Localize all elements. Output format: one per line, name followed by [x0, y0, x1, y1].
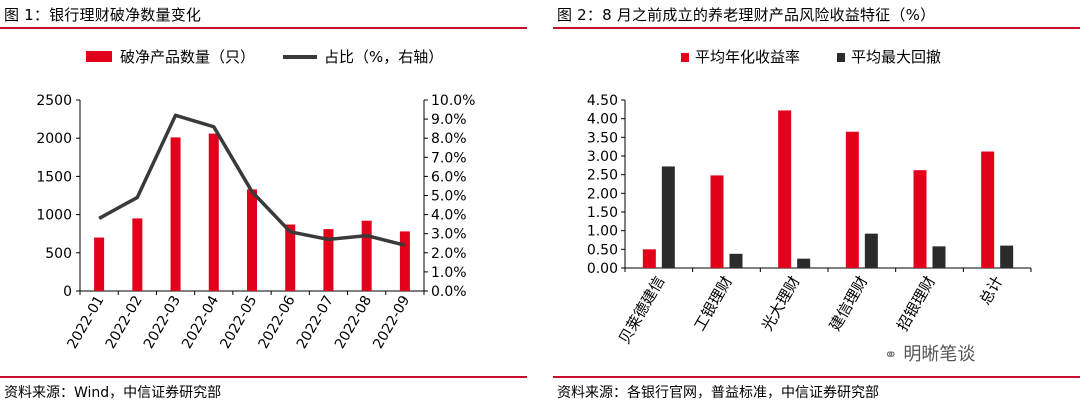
- y-tick-label: 2.00: [587, 186, 618, 202]
- bar-count-2022-04: [208, 133, 219, 291]
- left-y-tick-label: 1500: [36, 169, 72, 185]
- bar-count-2022-09: [399, 231, 410, 291]
- x-tick-label: 光大理财: [758, 273, 804, 334]
- x-tick-label: 2022-08: [332, 293, 375, 352]
- legend-label-ratio: 占比（%，右轴）: [324, 48, 443, 66]
- bar-count-2022-03: [170, 137, 181, 291]
- figure-1-source: 资料来源：Wind，中信证券研究部: [4, 385, 222, 401]
- chart-2: 0.00 0.50 1.00 1.50 2.00 2.50 3.00 3.50 4.00 4.50…: [587, 48, 1032, 347]
- right-y-tick-label: 9.0%: [431, 112, 467, 128]
- right-y-tick-label: 1.0%: [431, 265, 467, 281]
- figure-1-panel: 图 1：银行理财破净数量变化 0 500 1000 1500 2000 2500 0.0% 1…: [0, 0, 527, 403]
- left-y-tick-label: 2500: [36, 93, 72, 109]
- right-y-tick-label: 7.0%: [431, 150, 467, 166]
- bar-return-招银理财: [913, 170, 927, 268]
- x-tick-label: 总计: [976, 273, 1007, 308]
- figure-2-title: 图 2：8 月之前成立的养老理财产品风险收益特征（%）: [557, 6, 936, 24]
- left-y-tick-label: 2000: [36, 131, 72, 147]
- legend-label-return: 平均年化收益率: [695, 48, 800, 66]
- line-ratio-series: [98, 113, 406, 247]
- x-tick-label: 工银理财: [690, 273, 736, 334]
- bar-count-2022-05: [247, 189, 257, 291]
- bar-count-2022-06: [285, 224, 296, 291]
- bar-count-2022-08: [361, 220, 372, 291]
- y-tick-label: 4.50: [587, 93, 618, 109]
- y-tick-label: 0.50: [587, 242, 618, 258]
- y-tick-label: 1.50: [587, 205, 618, 221]
- bar-drawdown-光大理财: [797, 258, 811, 268]
- x-tick-label: 2022-01: [64, 293, 107, 352]
- right-y-tick-label: 8.0%: [431, 131, 467, 147]
- figure-1-top-rule: [0, 27, 527, 29]
- bar-count-2022-01: [94, 237, 105, 291]
- y-tick-label: 3.00: [587, 149, 618, 165]
- bar-drawdown-工银理财: [729, 253, 743, 268]
- watermark: ⚭ 明晰笔谈: [884, 340, 975, 366]
- bar-drawdown-建信理财: [864, 233, 878, 268]
- left-y-tick-label: 500: [45, 246, 72, 262]
- x-tick-label: 2022-03: [141, 293, 184, 352]
- right-y-tick-label: 10.0%: [431, 93, 475, 109]
- figure-1-bottom-rule: [0, 376, 527, 378]
- x-tick-label: 2022-06: [256, 293, 299, 352]
- x-tick-label: 2022-07: [294, 293, 337, 352]
- chart-1: 0 500 1000 1500 2000 2500 0.0% 1.0% 2.0% 3.0% 4.0%…: [36, 48, 475, 352]
- y-tick-label: 1.00: [587, 224, 618, 240]
- watermark-text: 明晰笔谈: [903, 344, 976, 365]
- figure-2-bottom-rule: [553, 376, 1080, 378]
- bar-drawdown-招银理财: [932, 246, 946, 268]
- y-tick-label: 0.00: [587, 261, 618, 277]
- bar-drawdown-总计: [1000, 245, 1014, 268]
- bar-return-光大理财: [778, 110, 792, 268]
- bar-return-总计: [981, 151, 995, 268]
- right-y-tick-label: 4.0%: [431, 208, 467, 224]
- bar-drawdown-贝莱德建信: [661, 166, 675, 268]
- x-tick-label: 招银理财: [893, 273, 939, 334]
- legend-label-drawdown: 平均最大回撤: [851, 48, 941, 66]
- x-tick-label: 2022-09: [370, 293, 413, 352]
- x-tick-label: 2022-04: [179, 293, 222, 352]
- left-y-tick-label: 1000: [36, 208, 72, 224]
- y-tick-label: 3.50: [587, 130, 618, 146]
- bar-count-2022-07: [323, 229, 334, 291]
- bar-return-工银理财: [710, 175, 724, 268]
- right-y-tick-label: 6.0%: [431, 169, 467, 185]
- legend-swatch-count: [86, 51, 112, 62]
- wechat-icon: ⚭: [884, 345, 898, 364]
- left-y-tick-label: 0: [63, 284, 72, 300]
- legend-swatch-return: [681, 53, 689, 62]
- bar-return-贝莱德建信: [642, 249, 656, 268]
- figure-2-top-rule: [553, 27, 1080, 29]
- right-y-tick-label: 2.0%: [431, 246, 467, 262]
- right-y-tick-label: 0.0%: [431, 284, 467, 300]
- figure-2-source: 资料来源：各银行官网，普益标准，中信证券研究部: [557, 385, 879, 401]
- x-tick-label: 建信理财: [826, 273, 872, 334]
- x-tick-label: 2022-02: [103, 293, 146, 352]
- y-tick-label: 2.50: [587, 168, 618, 184]
- y-tick-label: 4.00: [587, 112, 618, 128]
- bar-return-建信理财: [845, 131, 859, 268]
- bar-count-2022-02: [132, 218, 143, 291]
- x-tick-label: 贝莱德建信: [615, 273, 668, 347]
- legend-label-count: 破净产品数量（只）: [120, 48, 255, 66]
- right-y-tick-label: 3.0%: [431, 227, 467, 243]
- figure-1-title: 图 1：银行理财破净数量变化: [4, 6, 202, 24]
- legend-swatch-drawdown: [837, 53, 845, 62]
- x-tick-label: 2022-05: [217, 293, 260, 352]
- figure-2-panel: 图 2：8 月之前成立的养老理财产品风险收益特征（%） 0.00 0.50 1.00…: [553, 0, 1080, 403]
- right-y-tick-label: 5.0%: [431, 189, 467, 205]
